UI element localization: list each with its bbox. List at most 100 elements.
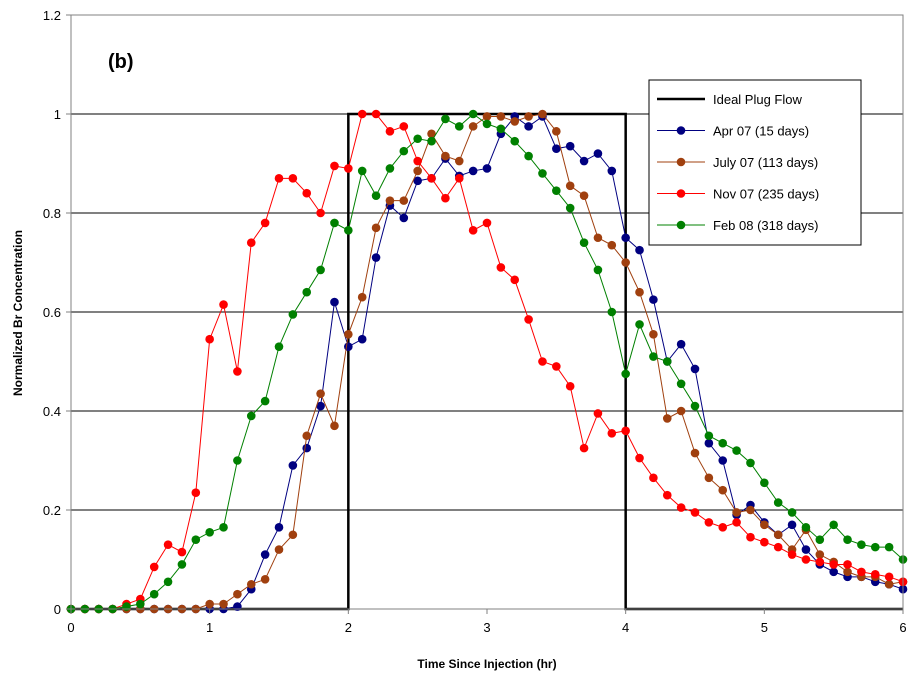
y-tick-label-3: 0.6 bbox=[43, 305, 61, 320]
legend-label-2: July 07 (113 days) bbox=[713, 155, 818, 170]
series-1-point-25 bbox=[413, 166, 422, 176]
series-1-point-43 bbox=[662, 414, 672, 423]
series-3-point-14 bbox=[260, 396, 270, 406]
series-3-point-11 bbox=[219, 523, 228, 532]
series-1-point-12 bbox=[233, 589, 242, 599]
series-2-point-25 bbox=[413, 156, 422, 166]
series-0-point-20 bbox=[344, 342, 353, 351]
series-0-point-38 bbox=[593, 149, 603, 158]
series-1-point-14 bbox=[260, 575, 270, 584]
series-3-point-31 bbox=[496, 124, 506, 134]
x-tick-label-0: 0 bbox=[67, 620, 74, 635]
series-2-point-44 bbox=[676, 503, 686, 512]
x-tick-label-1: 1 bbox=[206, 620, 213, 635]
legend-swatch-marker-3 bbox=[676, 189, 686, 198]
series-0-point-44 bbox=[676, 339, 686, 349]
series-2-point-17 bbox=[302, 188, 312, 198]
series-2-point-16 bbox=[288, 174, 298, 183]
series-0-point-22 bbox=[371, 253, 381, 262]
series-1-point-32 bbox=[510, 117, 520, 126]
series-1-point-38 bbox=[593, 233, 603, 243]
series-3-point-15 bbox=[274, 342, 284, 351]
series-1-point-37 bbox=[579, 191, 589, 200]
series-3-point-36 bbox=[565, 203, 575, 213]
series-1-point-47 bbox=[718, 485, 728, 495]
series-3-point-48 bbox=[732, 446, 741, 455]
series-2-point-33 bbox=[524, 315, 533, 324]
series-1-point-10 bbox=[205, 599, 214, 609]
series-2-point-57 bbox=[857, 567, 866, 577]
series-3-point-13 bbox=[246, 411, 256, 421]
series-3-point-23 bbox=[385, 164, 395, 173]
series-2-point-38 bbox=[593, 409, 603, 418]
series-0-point-46 bbox=[704, 438, 714, 448]
series-1-point-35 bbox=[552, 127, 561, 136]
series-0-point-30 bbox=[482, 164, 492, 173]
series-2-point-55 bbox=[829, 560, 838, 569]
series-1-point-41 bbox=[635, 287, 644, 297]
series-3-point-51 bbox=[773, 498, 783, 507]
series-1-point-23 bbox=[385, 196, 395, 205]
series-1-point-21 bbox=[357, 292, 367, 302]
series-2-point-6 bbox=[149, 562, 159, 572]
series-3-point-42 bbox=[649, 352, 658, 361]
legend-label-4: Feb 08 (318 days) bbox=[713, 218, 819, 233]
series-2-point-51 bbox=[773, 542, 783, 552]
series-0-point-42 bbox=[649, 295, 658, 304]
series-2-point-8 bbox=[177, 547, 187, 557]
legend-label-3: Nov 07 (235 days) bbox=[713, 187, 819, 202]
series-2-point-10 bbox=[205, 334, 214, 344]
series-3-point-40 bbox=[621, 369, 630, 379]
series-0-point-53 bbox=[801, 545, 811, 554]
series-2-point-15 bbox=[274, 174, 284, 183]
series-3-point-9 bbox=[191, 535, 201, 544]
series-0-point-45 bbox=[690, 364, 700, 374]
series-2-point-52 bbox=[787, 550, 797, 559]
x-axis-title: Time Since Injection (hr) bbox=[417, 657, 556, 671]
series-3-point-56 bbox=[843, 535, 852, 544]
series-1-point-49 bbox=[746, 505, 755, 515]
series-2-point-21 bbox=[357, 109, 367, 119]
series-0-point-36 bbox=[565, 141, 575, 151]
series-3-point-5 bbox=[136, 599, 145, 609]
series-2-point-29 bbox=[468, 226, 478, 235]
series-1-point-20 bbox=[344, 329, 353, 339]
series-1-point-48 bbox=[732, 508, 741, 517]
series-3-point-37 bbox=[579, 238, 589, 247]
series-0-point-52 bbox=[787, 520, 797, 530]
series-2-point-27 bbox=[441, 193, 450, 203]
series-2-point-50 bbox=[760, 537, 769, 547]
series-3-point-47 bbox=[718, 438, 728, 448]
series-1-point-18 bbox=[316, 389, 325, 398]
series-3-point-21 bbox=[357, 166, 367, 176]
series-0-point-41 bbox=[635, 245, 644, 255]
y-tick-label-4: 0.8 bbox=[43, 206, 61, 221]
series-2-point-20 bbox=[344, 164, 353, 173]
series-1-point-29 bbox=[468, 122, 478, 131]
legend-entry-3: Nov 07 (235 days) bbox=[657, 187, 819, 202]
legend-entry-4: Feb 08 (318 days) bbox=[657, 218, 819, 233]
series-3-point-58 bbox=[870, 542, 880, 552]
series-3-point-7 bbox=[163, 577, 173, 587]
series-1-point-17 bbox=[302, 431, 312, 441]
series-2-point-49 bbox=[746, 532, 755, 542]
series-3-point-35 bbox=[552, 186, 561, 196]
series-2-point-54 bbox=[815, 557, 825, 567]
y-axis-title: Normalized Br Concentration bbox=[11, 230, 25, 396]
series-3-point-20 bbox=[344, 226, 353, 235]
series-2-point-7 bbox=[163, 540, 173, 549]
legend-swatch-marker-2 bbox=[676, 157, 686, 167]
series-2-point-30 bbox=[482, 218, 492, 228]
series-3-point-44 bbox=[676, 379, 686, 389]
series-2-point-59 bbox=[884, 572, 894, 582]
series-0-point-39 bbox=[607, 166, 617, 176]
series-3-point-39 bbox=[607, 307, 617, 317]
series-3-point-45 bbox=[690, 401, 700, 411]
series-1-point-54 bbox=[815, 550, 825, 559]
series-2-point-58 bbox=[870, 570, 880, 579]
series-2-point-28 bbox=[454, 174, 464, 183]
series-3-point-54 bbox=[815, 535, 825, 544]
series-2-point-39 bbox=[607, 428, 617, 438]
series-1-point-56 bbox=[843, 567, 852, 577]
